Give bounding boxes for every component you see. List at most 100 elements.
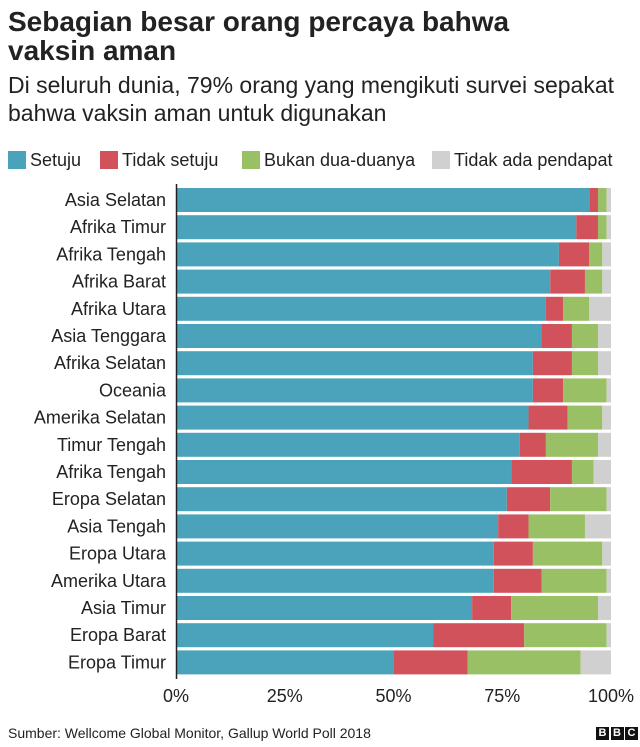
category-label: Timur Tengah bbox=[57, 435, 166, 455]
bar-segment-tidak-setuju bbox=[519, 432, 546, 457]
bar-row bbox=[177, 514, 611, 539]
bar-segment-setuju bbox=[177, 188, 590, 212]
bar-segment-setuju bbox=[177, 324, 542, 348]
bar-row bbox=[177, 215, 611, 240]
category-label: Afrika Timur bbox=[70, 217, 166, 237]
bar-segment-setuju bbox=[177, 405, 529, 430]
bar-segment-setuju bbox=[177, 242, 559, 267]
bar-segment-bukan-dua-duanya bbox=[524, 623, 607, 648]
bars bbox=[177, 188, 611, 675]
logo-letter: B bbox=[610, 727, 624, 740]
bar-segment-tidak-setuju bbox=[550, 269, 585, 294]
bar-row bbox=[177, 487, 611, 512]
bar-row bbox=[177, 541, 611, 566]
category-label: Eropa Barat bbox=[70, 625, 166, 645]
bar-segment-tidak-ada-pendapat bbox=[597, 596, 611, 620]
bar-segment-setuju bbox=[177, 623, 434, 648]
bar-segment-tidak-setuju bbox=[541, 324, 572, 348]
bar-segment-tidak-ada-pendapat bbox=[602, 269, 611, 294]
x-tick-label: 75% bbox=[484, 686, 520, 706]
bar-segment-setuju bbox=[177, 215, 577, 240]
bar-segment-tidak-ada-pendapat bbox=[602, 242, 611, 267]
legend-label: Tidak ada pendapat bbox=[454, 150, 613, 170]
bar-segment-tidak-ada-pendapat bbox=[606, 188, 611, 212]
bar-segment-bukan-dua-duanya bbox=[567, 405, 603, 430]
x-tick-label: 0% bbox=[163, 686, 189, 706]
bar-segment-bukan-dua-duanya bbox=[550, 487, 607, 512]
category-label: Asia Tengah bbox=[67, 516, 166, 536]
category-label: Eropa Timur bbox=[68, 652, 166, 672]
bar-segment-setuju bbox=[177, 460, 512, 484]
x-tick-label: 50% bbox=[375, 686, 411, 706]
bar-row bbox=[177, 405, 611, 430]
bar-segment-tidak-ada-pendapat bbox=[602, 405, 611, 430]
bar-segment-tidak-ada-pendapat bbox=[606, 568, 611, 593]
legend-swatch bbox=[8, 151, 26, 169]
bar-segment-tidak-ada-pendapat bbox=[606, 623, 611, 648]
bar-segment-tidak-setuju bbox=[545, 296, 564, 321]
bar-row bbox=[177, 378, 611, 403]
bar-segment-tidak-ada-pendapat bbox=[606, 215, 611, 240]
category-label: Amerika Selatan bbox=[34, 408, 166, 428]
bar-segment-tidak-setuju bbox=[558, 242, 590, 267]
bar-row bbox=[177, 269, 611, 294]
legend-swatch bbox=[432, 151, 450, 169]
category-label: Afrika Selatan bbox=[54, 353, 166, 373]
bar-segment-tidak-ada-pendapat bbox=[602, 541, 611, 566]
bar-segment-tidak-ada-pendapat bbox=[589, 296, 611, 321]
bar-row bbox=[177, 460, 611, 484]
category-label: Afrika Utara bbox=[71, 299, 167, 319]
bar-segment-bukan-dua-duanya bbox=[511, 596, 598, 620]
bar-segment-setuju bbox=[177, 650, 394, 675]
bar-segment-bukan-dua-duanya bbox=[563, 378, 607, 403]
category-label: Asia Timur bbox=[81, 598, 166, 618]
bar-segment-tidak-setuju bbox=[576, 215, 598, 240]
bar-segment-bukan-dua-duanya bbox=[571, 460, 594, 484]
x-tick-label: 100% bbox=[588, 686, 634, 706]
bar-segment-setuju bbox=[177, 596, 473, 620]
bar-segment-bukan-dua-duanya bbox=[571, 351, 598, 376]
bar-segment-tidak-ada-pendapat bbox=[597, 432, 611, 457]
category-labels: Asia Selatan Afrika Timur Afrika Tengah Afr… bbox=[34, 190, 167, 672]
category-label: Oceania bbox=[99, 380, 167, 400]
bar-segment-bukan-dua-duanya bbox=[571, 324, 598, 348]
bar-segment-setuju bbox=[177, 432, 520, 457]
bar-row bbox=[177, 188, 611, 212]
bar-segment-setuju bbox=[177, 514, 499, 539]
bar-segment-setuju bbox=[177, 378, 533, 403]
bar-segment-setuju bbox=[177, 487, 507, 512]
bar-segment-bukan-dua-duanya bbox=[584, 269, 603, 294]
chart-subtitle: Di seluruh dunia, 79% orang yang mengiku… bbox=[8, 72, 615, 126]
bar-segment-tidak-setuju bbox=[589, 188, 598, 212]
bar-segment-bukan-dua-duanya bbox=[563, 296, 590, 321]
bar-segment-tidak-setuju bbox=[532, 378, 564, 403]
bar-row bbox=[177, 623, 611, 648]
chart-title: Sebagian besar orang percaya bahwa vaksi… bbox=[8, 6, 510, 66]
bar-segment-tidak-ada-pendapat bbox=[606, 487, 611, 512]
category-label: Eropa Utara bbox=[69, 544, 167, 564]
bar-row bbox=[177, 324, 611, 348]
category-label: Asia Selatan bbox=[65, 190, 166, 210]
bar-segment-tidak-setuju bbox=[472, 596, 512, 620]
category-label: Asia Tenggara bbox=[51, 326, 167, 346]
bar-segment-tidak-setuju bbox=[532, 351, 572, 376]
bar-segment-tidak-ada-pendapat bbox=[584, 514, 611, 539]
legend: Setuju Tidak setuju Bukan dua-duanya Tid… bbox=[0, 150, 640, 172]
logo-letter: C bbox=[625, 727, 638, 740]
bar-segment-tidak-setuju bbox=[498, 514, 529, 539]
legend-label: Tidak setuju bbox=[122, 150, 219, 170]
bar-segment-tidak-setuju bbox=[493, 568, 542, 593]
bar-segment-setuju bbox=[177, 296, 546, 321]
legend-swatch bbox=[100, 151, 118, 169]
bar-row bbox=[177, 296, 611, 321]
bar-segment-tidak-ada-pendapat bbox=[593, 460, 611, 484]
bar-segment-tidak-setuju bbox=[394, 650, 468, 675]
bar-segment-tidak-setuju bbox=[493, 541, 533, 566]
category-label: Eropa Selatan bbox=[52, 489, 166, 509]
bar-segment-tidak-ada-pendapat bbox=[606, 378, 611, 403]
bar-segment-bukan-dua-duanya bbox=[597, 215, 607, 240]
bar-segment-bukan-dua-duanya bbox=[467, 650, 581, 675]
legend-label: Setuju bbox=[30, 150, 82, 170]
x-tick-label: 25% bbox=[267, 686, 303, 706]
